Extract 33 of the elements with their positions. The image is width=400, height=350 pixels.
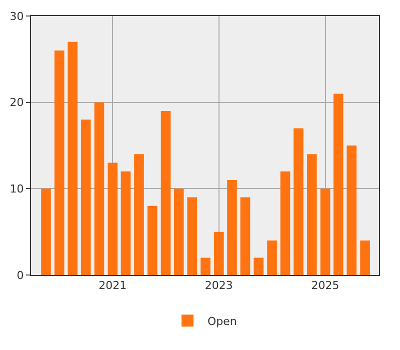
bar — [108, 162, 118, 275]
x-tick-label: 2025 — [311, 279, 340, 292]
bar — [54, 50, 64, 275]
bar — [174, 188, 184, 275]
bar — [306, 154, 317, 275]
bar — [280, 171, 290, 275]
bar — [80, 120, 91, 275]
bar — [187, 197, 198, 275]
bar — [120, 171, 131, 275]
bar — [147, 206, 158, 275]
y-tick-label: 30 — [10, 10, 24, 23]
bar — [134, 154, 144, 275]
bar — [160, 110, 171, 275]
bar — [320, 188, 330, 275]
bar — [200, 258, 210, 275]
y-tick-label: 0 — [16, 268, 24, 282]
y-tick-label: 20 — [10, 96, 24, 110]
bar — [41, 188, 51, 275]
x-tick-label: 2023 — [204, 279, 233, 292]
legend-label: Open — [208, 314, 237, 328]
bar — [254, 258, 264, 275]
bar — [240, 197, 250, 275]
bar — [333, 94, 344, 275]
bar — [267, 240, 277, 275]
x-tick-label: 2021 — [98, 279, 127, 292]
bar — [68, 42, 78, 275]
bar — [214, 232, 224, 275]
bar — [294, 128, 304, 275]
bar — [360, 240, 370, 275]
bar — [94, 102, 104, 275]
y-tick-label: 10 — [10, 182, 24, 196]
bar — [346, 146, 357, 275]
bar — [227, 180, 237, 275]
